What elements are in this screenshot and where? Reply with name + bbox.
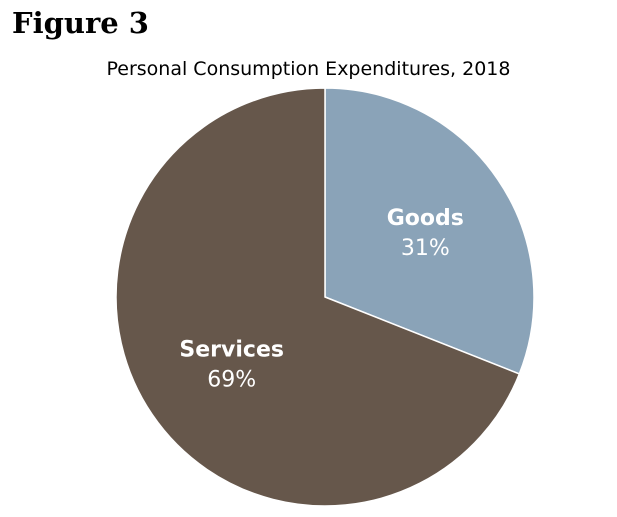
pie-slice-goods bbox=[324, 87, 535, 375]
slice-value-services: 69% bbox=[207, 367, 256, 392]
figure-label: Figure 3 bbox=[12, 6, 149, 40]
slice-label-services: Services bbox=[179, 337, 284, 362]
pie-slices bbox=[115, 87, 535, 507]
slice-value-goods: 31% bbox=[401, 236, 450, 261]
chart-title: Personal Consumption Expenditures, 2018 bbox=[106, 58, 511, 80]
pie-labels: Goods 31% Services 69% bbox=[179, 206, 463, 393]
pie-slice-services bbox=[115, 87, 521, 507]
slice-label-goods: Goods bbox=[387, 206, 464, 231]
